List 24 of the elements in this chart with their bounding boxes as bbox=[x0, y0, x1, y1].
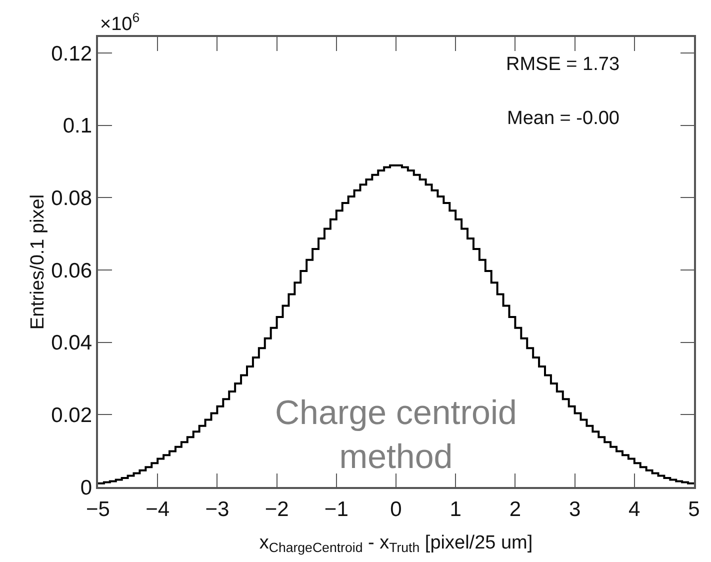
x-axis-title: x$_{ChargeCentroid}$ - x$_{Truth}$ [pixel/25 um] bbox=[259, 532, 533, 556]
x-tick-label: −3 bbox=[205, 498, 230, 521]
x-tick-label: −2 bbox=[264, 498, 289, 521]
x-tick-label: −5 bbox=[86, 498, 110, 521]
x-tick-label: 0 bbox=[390, 498, 402, 521]
annotation: Charge centroid method bbox=[275, 394, 517, 476]
x-tick-label: 4 bbox=[628, 498, 641, 521]
y-axis-title: Entries/0.1 pixel bbox=[28, 194, 49, 330]
annotation: Mean = -0.00 bbox=[507, 108, 620, 129]
y-tick-label: 0.1 bbox=[62, 114, 92, 138]
annotation: RMSE = 1.73 bbox=[506, 54, 620, 75]
y-tick-label: 0.12 bbox=[51, 42, 92, 66]
x-tick-label: −1 bbox=[324, 498, 348, 521]
x-tick-label: 5 bbox=[688, 498, 700, 521]
y-tick-label: 0.04 bbox=[51, 332, 92, 355]
x-tick-label: 2 bbox=[509, 498, 522, 521]
y-tick-label: 0.08 bbox=[51, 186, 92, 210]
x-tick-label: −4 bbox=[146, 498, 170, 521]
x-tick-label: 3 bbox=[568, 498, 581, 521]
x-tick-label: 1 bbox=[450, 498, 462, 521]
text: ×10$^{6}$ bbox=[100, 10, 140, 35]
y-tick-label: 0 bbox=[80, 476, 92, 500]
y-tick-label: 0.06 bbox=[51, 259, 92, 282]
y-tick-label: 0.02 bbox=[51, 404, 92, 427]
